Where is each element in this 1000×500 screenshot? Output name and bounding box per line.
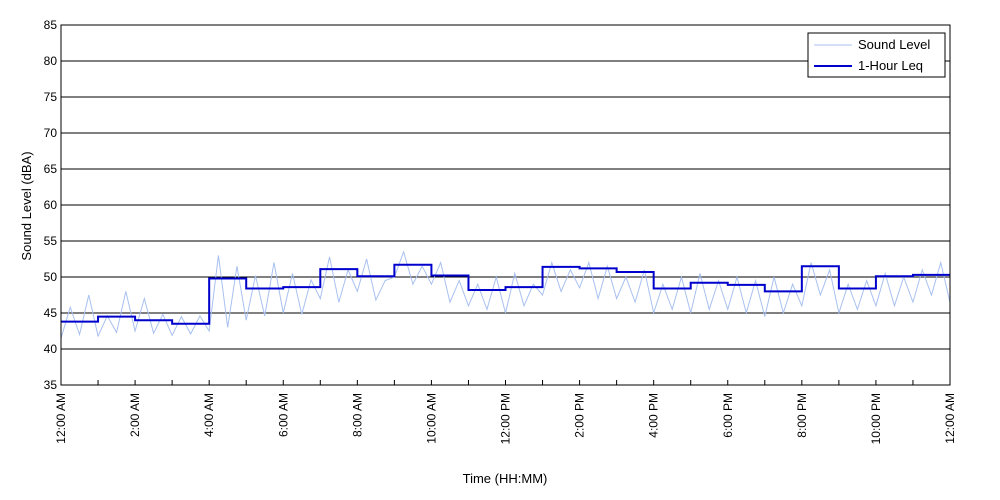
x-axis: 12:00 AM 2:00 AM 4:00 AM 6:00 AM 8:00 AM 10:0…	[54, 380, 957, 444]
y-tick-label: 45	[44, 306, 58, 320]
y-tick-label: 85	[44, 18, 58, 32]
x-tick-label: 12:00 PM	[499, 393, 513, 444]
x-tick-label: 12:00 AM	[943, 393, 957, 444]
series-1-hour-leq-line	[61, 263, 950, 325]
y-tick-label: 80	[44, 54, 58, 68]
x-tick-label: 2:00 PM	[573, 393, 587, 438]
x-tick-label: 4:00 AM	[202, 393, 216, 437]
y-tick-label: 75	[44, 90, 58, 104]
legend: Sound Level 1-Hour Leq	[807, 32, 946, 78]
y-tick-label: 65	[44, 162, 58, 176]
y-axis-label: Sound Level (dBA)	[19, 151, 34, 260]
x-tick-label: 8:00 PM	[795, 393, 809, 438]
x-tick-label: 2:00 AM	[128, 393, 142, 437]
y-tick-label: 35	[44, 378, 58, 392]
legend-label-sound-level: Sound Level	[858, 37, 930, 52]
x-tick-label: 10:00 AM	[424, 393, 438, 444]
y-tick-label: 60	[44, 198, 58, 212]
x-axis-label: Time (HH:MM)	[463, 471, 548, 486]
legend-box	[807, 32, 946, 78]
x-tick-label: 10:00 PM	[869, 393, 883, 444]
x-tick-label: 4:00 PM	[647, 393, 661, 438]
x-tick-label: 6:00 AM	[276, 393, 290, 437]
y-tick-label: 40	[44, 342, 58, 356]
legend-label-1-hour-leq: 1-Hour Leq	[858, 58, 923, 73]
y-tick-label: 70	[44, 126, 58, 140]
x-tick-label: 12:00 AM	[54, 393, 68, 444]
series-sound-level-line	[60, 250, 951, 339]
series-group	[60, 250, 951, 339]
y-tick-label: 55	[44, 234, 58, 248]
x-tick-label: 6:00 PM	[721, 393, 735, 438]
y-tick-label: 50	[44, 270, 58, 284]
y-axis: 35 40 45 50 55 60 65 70 75 80 85	[44, 18, 66, 392]
x-tick-label: 8:00 AM	[350, 393, 364, 437]
